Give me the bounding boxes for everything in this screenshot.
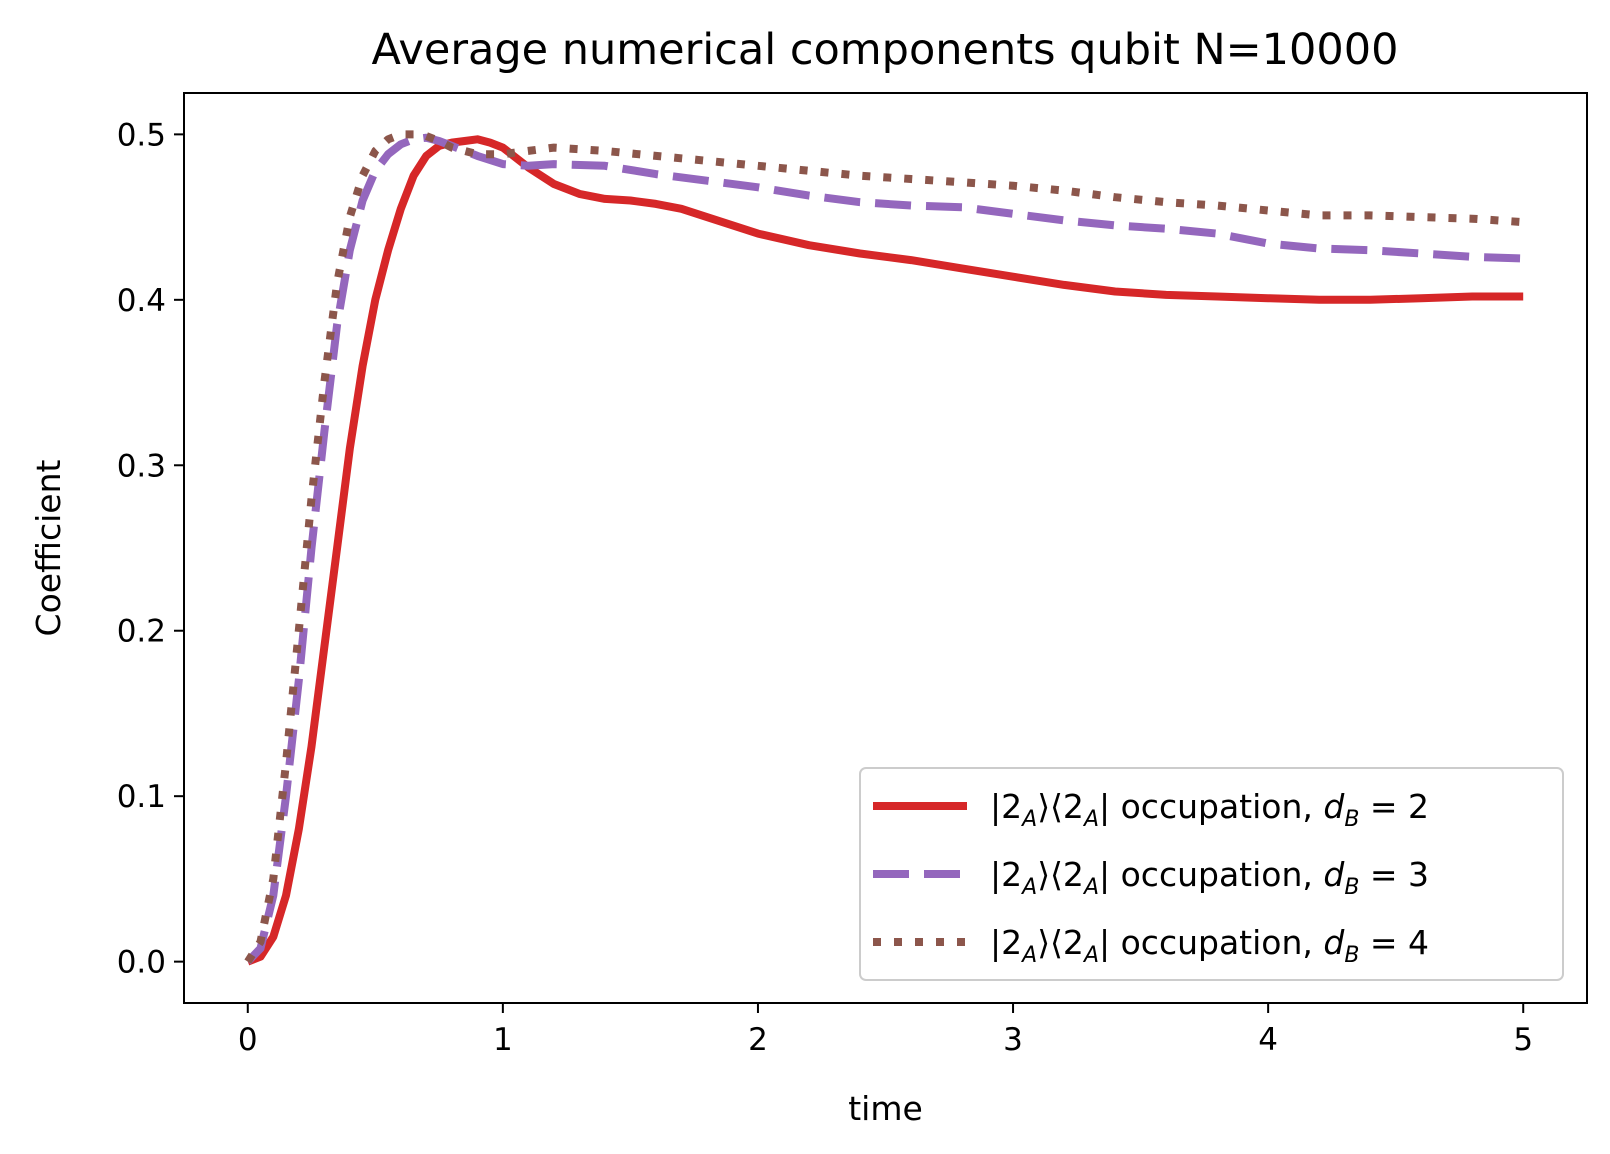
y-tick-label: 0.4 xyxy=(117,283,166,319)
plot-lines xyxy=(244,130,1524,966)
legend: |2A⟩⟨2A| occupation, dB = 2 |2A⟩⟨2A| occu… xyxy=(859,767,1564,981)
y-tick-label: 0.1 xyxy=(117,779,166,815)
x-axis-ticks: 0 1 2 3 4 5 xyxy=(238,1003,1533,1058)
y-axis-label: Coefficient xyxy=(29,459,68,636)
y-tick-label: 0.2 xyxy=(117,614,166,650)
x-tick-label: 2 xyxy=(748,1022,768,1058)
legend-box xyxy=(859,767,1564,981)
series-line-1 xyxy=(246,135,1524,966)
axes-frame xyxy=(183,92,1588,1004)
x-axis-label: time xyxy=(848,1089,923,1128)
x-tick-label: 0 xyxy=(238,1022,258,1058)
chart-title: Average numerical components qubit N=100… xyxy=(372,25,1399,75)
series-line-2 xyxy=(244,133,1524,965)
legend-label-1: |2A⟩⟨2A| occupation, dB = 2 xyxy=(990,787,1429,832)
x-tick-label: 5 xyxy=(1513,1022,1533,1058)
y-tick-label: 0.3 xyxy=(117,448,166,484)
legend-label-3: |2A⟩⟨2A| occupation, dB = 4 xyxy=(990,923,1429,968)
y-axis-ticks: 0.0 0.1 0.2 0.3 0.4 0.5 xyxy=(117,117,184,981)
series-line-3 xyxy=(244,130,1524,964)
x-tick-label: 3 xyxy=(1003,1022,1023,1058)
x-tick-label: 1 xyxy=(493,1022,513,1058)
y-tick-label: 0.5 xyxy=(117,117,166,153)
x-tick-label: 4 xyxy=(1258,1022,1278,1058)
y-tick-label: 0.0 xyxy=(117,945,166,981)
legend-label-2: |2A⟩⟨2A| occupation, dB = 3 xyxy=(990,855,1429,900)
